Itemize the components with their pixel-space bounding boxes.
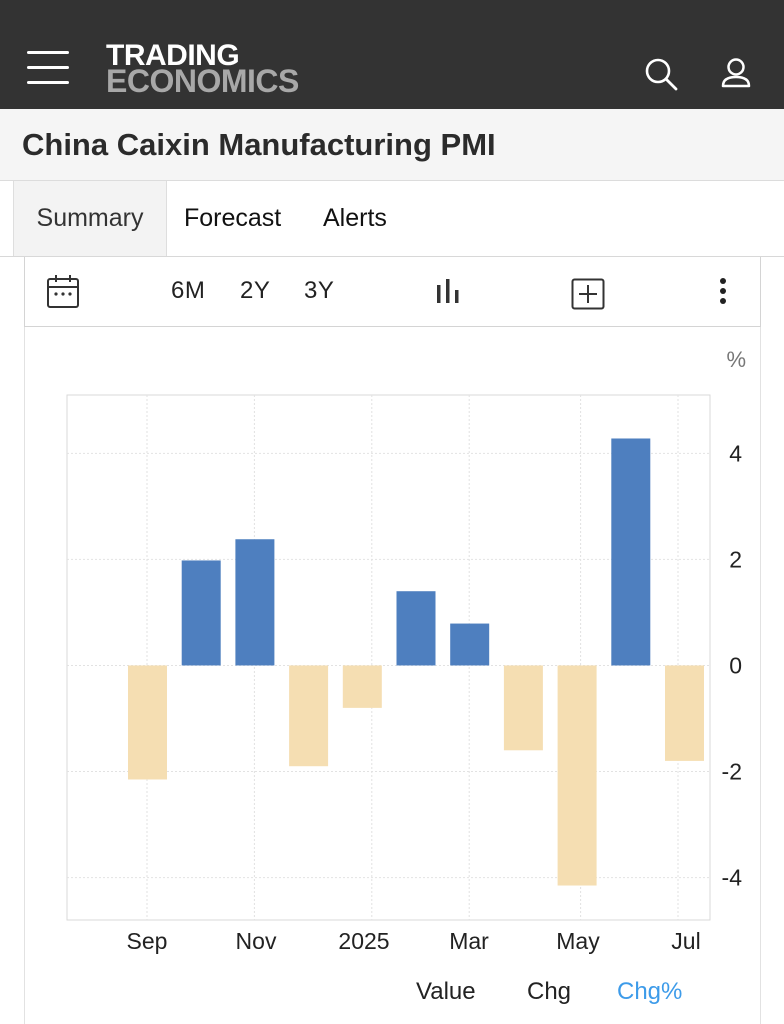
chart-card <box>24 257 761 1024</box>
range-3y-button[interactable]: 3Y <box>304 277 335 304</box>
hamburger-menu-icon[interactable] <box>27 51 71 85</box>
tab-bar: Summary Forecast Alerts <box>0 181 784 257</box>
legend-chg[interactable]: Chg <box>527 978 572 1005</box>
top-navigation-bar: TRADING ECONOMICS <box>0 0 784 109</box>
legend-chg-percent[interactable]: Chg% <box>617 978 683 1005</box>
range-6m-button[interactable]: 6M <box>171 277 206 304</box>
search-icon[interactable] <box>643 56 679 92</box>
tab-alerts[interactable]: Alerts <box>323 204 387 232</box>
range-2y-button[interactable]: 2Y <box>240 277 271 304</box>
trading-economics-logo[interactable]: TRADING ECONOMICS <box>106 39 299 99</box>
bar-chart-icon[interactable] <box>435 277 463 305</box>
calendar-icon[interactable] <box>46 274 80 310</box>
more-vertical-icon[interactable] <box>715 276 731 308</box>
add-icon[interactable] <box>571 278 605 310</box>
logo-line-1: TRADING <box>106 39 240 72</box>
user-icon[interactable] <box>718 56 754 92</box>
logo-line-2: ECONOMICS <box>106 63 299 99</box>
page-title: China Caixin Manufacturing PMI <box>22 127 496 162</box>
chart-toolbar: 6M 2Y 3Y <box>24 257 761 327</box>
legend-value[interactable]: Value <box>416 978 476 1005</box>
page-title-bar: China Caixin Manufacturing PMI <box>0 109 784 181</box>
tab-summary[interactable]: Summary <box>13 181 167 256</box>
tab-forecast[interactable]: Forecast <box>184 204 282 232</box>
